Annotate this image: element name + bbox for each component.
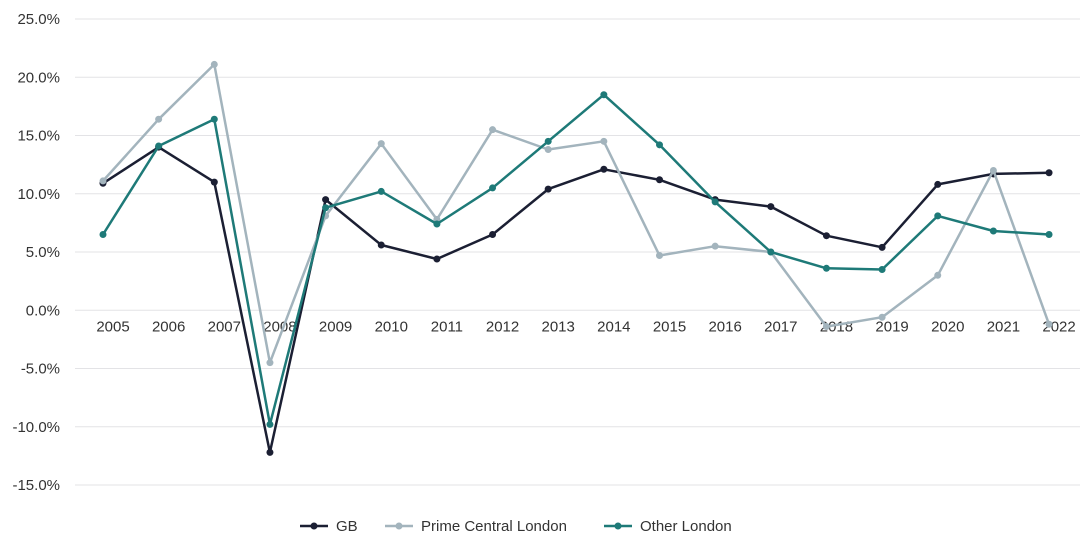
- data-point: [767, 203, 775, 211]
- data-point: [155, 115, 163, 123]
- data-point: [210, 60, 218, 68]
- x-tick-label: 2017: [764, 318, 797, 335]
- data-point: [822, 232, 830, 240]
- data-point: [322, 196, 330, 204]
- data-point: [377, 140, 385, 148]
- series-1: [99, 143, 1053, 456]
- data-point: [266, 359, 274, 367]
- x-tick-label: 2013: [542, 318, 575, 335]
- y-tick-label: -15.0%: [12, 477, 60, 494]
- legend-label: GB: [336, 518, 358, 535]
- x-tick-label: 2012: [486, 318, 519, 335]
- y-tick-label: 25.0%: [17, 11, 60, 28]
- x-tick-label: 2006: [152, 318, 185, 335]
- data-point: [377, 187, 385, 195]
- series-line: [101, 93, 1050, 426]
- data-point: [433, 220, 441, 228]
- series-line: [102, 145, 1050, 454]
- x-tick-label: 2014: [597, 318, 630, 335]
- y-axis: 25.0% 20.0% 15.0% 10.0% 5.0% 0.0% -5.0% -10.0% -…: [12, 11, 60, 494]
- data-point: [544, 185, 552, 193]
- data-point: [934, 212, 942, 220]
- data-point: [1045, 231, 1053, 239]
- legend-item: GB: [300, 518, 358, 535]
- x-tick-label: 2005: [96, 318, 129, 335]
- data-point: [1045, 169, 1053, 177]
- data-point: [878, 265, 886, 273]
- data-point: [544, 145, 552, 153]
- data-point: [210, 115, 218, 123]
- y-tick-label: -10.0%: [12, 419, 60, 436]
- data-point: [377, 241, 385, 249]
- y-tick-label: 10.0%: [17, 186, 60, 203]
- data-point: [266, 448, 274, 456]
- legend-swatch-marker: [395, 522, 403, 530]
- x-tick-label: 2011: [431, 318, 463, 335]
- x-tick-label: 2019: [875, 318, 908, 335]
- y-tick-label: 0.0%: [26, 302, 60, 319]
- data-point: [711, 242, 719, 250]
- series-3: [99, 91, 1053, 428]
- data-point: [433, 255, 441, 263]
- data-point: [1045, 320, 1053, 328]
- data-point: [822, 323, 830, 331]
- data-point: [600, 137, 608, 145]
- data-point: [656, 251, 663, 259]
- data-point: [934, 180, 942, 188]
- x-tick-label: 2008: [263, 318, 296, 335]
- data-point: [878, 313, 886, 321]
- legend-swatch-marker: [614, 522, 622, 530]
- data-point: [266, 420, 274, 428]
- data-point: [989, 166, 997, 174]
- x-tick-label: 2020: [931, 318, 964, 335]
- legend: GB Prime Central London Other London: [300, 518, 732, 535]
- data-point: [711, 198, 719, 206]
- data-point: [656, 141, 663, 149]
- legend-item: Other London: [604, 518, 732, 535]
- data-point: [99, 231, 107, 239]
- data-point: [656, 176, 663, 184]
- x-tick-label: 2021: [987, 318, 1020, 335]
- data-point: [878, 243, 886, 251]
- legend-swatch-marker: [310, 522, 318, 530]
- y-tick-label: -5.0%: [21, 361, 60, 378]
- series-lines: [99, 60, 1053, 456]
- data-point: [544, 137, 552, 145]
- x-tick-label: 2015: [653, 318, 686, 335]
- data-point: [322, 204, 330, 212]
- x-tick-label: 2007: [208, 318, 241, 335]
- data-point: [767, 248, 775, 256]
- data-point: [600, 91, 608, 99]
- y-tick-label: 5.0%: [26, 244, 60, 261]
- data-point: [934, 271, 942, 279]
- data-point: [210, 178, 218, 186]
- series-line: [102, 63, 1051, 364]
- x-tick-label: 2016: [708, 318, 741, 335]
- legend-label: Prime Central London: [421, 518, 567, 535]
- legend-label: Other London: [640, 518, 732, 535]
- data-point: [489, 126, 497, 134]
- data-point: [489, 184, 497, 192]
- data-point: [600, 165, 608, 173]
- gridlines: [75, 18, 1080, 486]
- data-point: [989, 227, 997, 235]
- legend-item: Prime Central London: [385, 518, 567, 535]
- data-point: [99, 177, 107, 185]
- x-tick-label: 2009: [319, 318, 352, 335]
- y-tick-label: 20.0%: [17, 69, 60, 86]
- y-tick-label: 15.0%: [17, 128, 60, 145]
- data-point: [489, 231, 497, 239]
- x-tick-label: 2010: [375, 318, 408, 335]
- data-point: [822, 264, 830, 272]
- data-point: [155, 142, 163, 150]
